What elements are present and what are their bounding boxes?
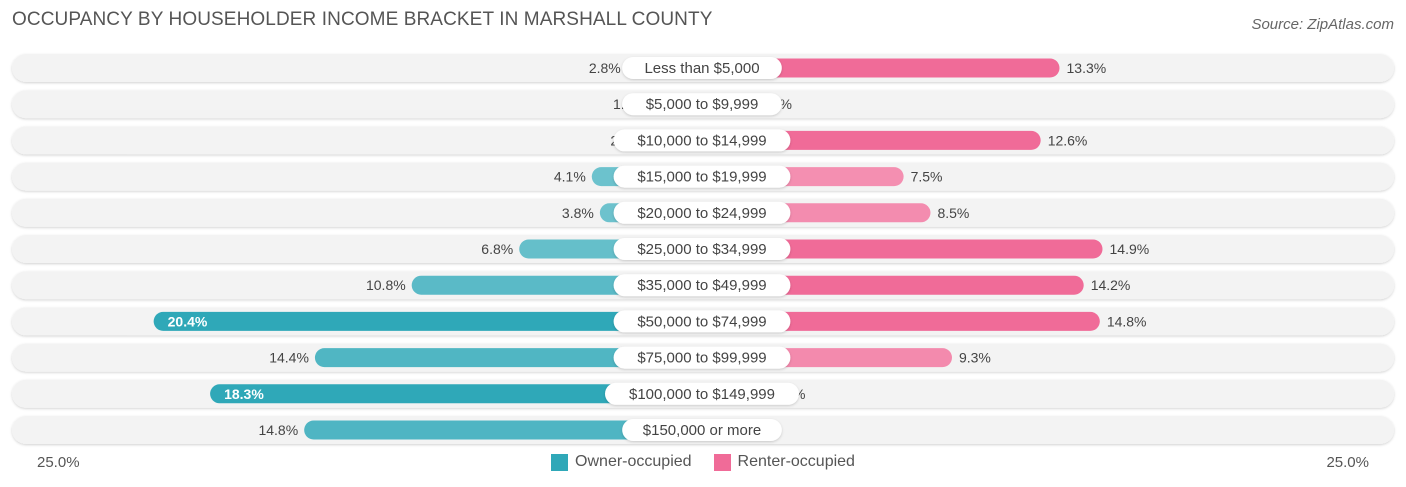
chart-title: OCCUPANCY BY HOUSEHOLDER INCOME BRACKET … [12,9,713,30]
category-pill [605,382,799,405]
legend-label-owner: Owner-occupied [575,453,692,470]
category-pill [613,346,791,369]
value-label-owner: 14.8% [258,422,298,438]
value-label-renter: 7.5% [911,169,943,185]
value-label-owner: 10.8% [366,277,406,293]
category-label: $10,000 to $14,999 [637,132,766,149]
legend-label-renter: Renter-occupied [737,453,855,470]
chart-row: 2.0%12.6%$10,000 to $14,999 [12,126,1394,155]
value-label-renter: 9.3% [959,350,991,366]
category-label: $100,000 to $149,999 [629,386,775,403]
category-pill [613,238,791,260]
value-label-owner: 2.8% [589,60,621,76]
bar-renter [692,58,1060,78]
value-label-renter: 8.5% [937,205,969,221]
legend-item-renter: Renter-occupied [713,453,855,471]
value-label-owner: 20.4% [168,313,208,329]
chart-source: Source: ZipAtlas.com [1251,16,1394,33]
category-pill [613,129,791,152]
category-label: $50,000 to $74,999 [637,313,766,330]
chart-row: 4.1% 7.5% $15,000 to $19,999 [12,162,1394,191]
category-pill [613,310,791,333]
value-label-owner: 18.3% [224,386,264,402]
value-label-renter: 12.6% [1048,132,1088,148]
axis-left-label: 25.0% [37,454,80,471]
category-pill [613,274,791,297]
category-label: $35,000 to $49,999 [637,277,766,294]
chart-row: 10.8% 14.2% $35,000 to $49,999 [12,271,1394,300]
value-label-renter: 14.8% [1107,313,1147,329]
legend-swatch-renter [713,453,731,471]
chart-canvas: 2.8% 13.3% Less than $5,000 1.9%1.9%$5,000 … [12,54,1394,444]
category-pill [622,57,782,79]
category-label: $20,000 to $24,999 [637,205,766,222]
chart-legend: Owner-occupied Renter-occupied [0,453,1406,471]
category-label: $75,000 to $99,999 [637,350,766,367]
value-label-renter: 14.2% [1091,277,1131,293]
category-label: $25,000 to $34,999 [637,241,766,258]
legend-swatch-owner [551,453,569,471]
category-label: $150,000 or more [643,422,761,439]
bar-owner [314,348,712,368]
chart-row: 1.9%1.9%$5,000 to $9,999 [12,90,1394,119]
legend-item-owner: Owner-occupied [551,453,692,471]
bar-renter [692,311,1100,331]
value-label-owner: 14.4% [269,350,309,366]
axis-right-label: 25.0% [1326,454,1369,471]
category-pill [613,201,791,224]
category-pill [622,93,782,116]
category-label: $5,000 to $9,999 [646,96,759,113]
chart-row: 20.4% 14.8% $50,000 to $74,999 [12,307,1394,336]
category-pill [622,419,782,441]
value-label-owner: 4.1% [554,169,586,185]
bar-renter [692,239,1103,259]
category-pill [613,165,791,188]
chart-row: 3.8% 8.5% $20,000 to $24,999 [12,198,1394,227]
chart-row: 14.4% 9.3% $75,000 to $99,999 [12,343,1394,372]
bar-owner [153,311,712,331]
value-label-owner: 6.8% [481,241,513,257]
bar-renter [692,275,1084,295]
bar-owner [210,384,712,404]
value-label-owner: 3.8% [562,205,594,221]
category-label: Less than $5,000 [644,60,759,77]
value-label-renter: 14.9% [1110,241,1150,257]
chart-row: 14.8%0.75%$150,000 or more [12,416,1394,444]
chart-row: 18.3%2.4%$100,000 to $149,999 [12,379,1394,408]
chart-row: 6.8% 14.9% $25,000 to $34,999 [12,235,1394,263]
bar-owner [304,420,712,440]
value-label-renter: 13.3% [1067,60,1107,76]
chart-row: 2.8% 13.3% Less than $5,000 [12,54,1394,82]
category-label: $15,000 to $19,999 [637,169,766,186]
